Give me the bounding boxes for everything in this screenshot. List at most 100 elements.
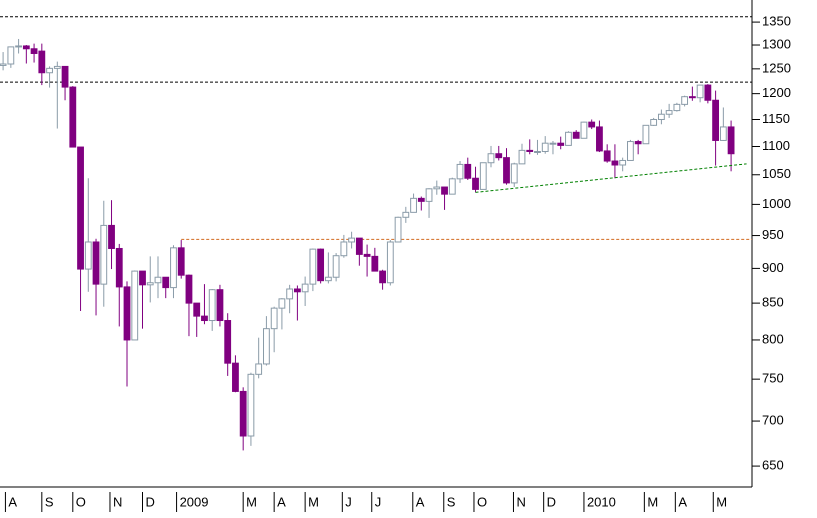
candle-body <box>479 162 487 190</box>
y-tick-label: 1100 <box>762 138 790 153</box>
candle-body <box>642 124 650 145</box>
candle-body <box>30 48 38 54</box>
x-tick-label: O <box>76 494 86 509</box>
x-tick-label: S <box>45 494 54 509</box>
candle-body <box>386 241 394 284</box>
candle-body <box>526 149 534 152</box>
candle-body <box>201 315 208 322</box>
x-tick-label: S <box>447 494 456 509</box>
candle-body <box>673 103 681 112</box>
candle-body <box>688 96 696 99</box>
x-tick-label: M <box>308 494 319 509</box>
candle-body <box>487 153 495 164</box>
candle-body <box>309 248 317 285</box>
candle-body <box>22 45 30 50</box>
candle-body <box>263 328 270 365</box>
candle-body <box>84 241 92 270</box>
x-tick-label: M <box>246 494 257 509</box>
x-tick-label: O <box>477 494 487 509</box>
candle-body <box>348 237 356 243</box>
candle-body <box>472 177 479 190</box>
y-tick-label: 1250 <box>762 60 791 75</box>
candle-body <box>565 131 572 146</box>
candle-body <box>417 197 425 202</box>
x-tick-label: D <box>547 494 556 509</box>
x-tick-label: D <box>146 494 155 509</box>
candle-body <box>216 289 224 322</box>
candle-body <box>355 237 363 255</box>
candle-body <box>324 276 332 282</box>
candle-body <box>69 86 77 148</box>
candle-body <box>704 84 712 101</box>
candle-body <box>534 150 541 153</box>
candle-body <box>247 373 255 437</box>
y-tick-label: 1000 <box>762 196 791 211</box>
x-tick-label: A <box>678 494 687 509</box>
candle-body <box>712 99 720 141</box>
candle-body <box>7 46 15 65</box>
y-tick-label: 700 <box>762 413 784 428</box>
candle-body <box>193 302 201 317</box>
candle-body <box>332 255 340 278</box>
candle-body <box>293 288 301 293</box>
y-tick-label: 1200 <box>762 85 791 100</box>
candle-body <box>115 247 123 288</box>
candle-body <box>131 270 139 341</box>
x-tick-label: N <box>516 494 525 509</box>
candle-body <box>177 247 185 276</box>
candle-body <box>255 363 263 375</box>
candle-body <box>363 253 371 257</box>
candle-body <box>588 121 596 128</box>
candle-body <box>123 286 131 341</box>
candle-body <box>456 163 464 180</box>
candle-body <box>503 157 510 184</box>
y-tick-label: 750 <box>762 371 784 386</box>
candle-body <box>286 288 294 300</box>
candle-body <box>224 320 232 364</box>
candle-body <box>627 141 634 161</box>
candle-body <box>53 65 61 69</box>
candle-body <box>394 216 402 243</box>
x-tick-label: M <box>716 494 727 509</box>
candle-body <box>46 67 53 74</box>
candle-body <box>232 362 239 392</box>
candle-body <box>38 50 46 74</box>
candle-body <box>77 146 84 270</box>
candle-body <box>170 247 177 289</box>
candle-body <box>495 153 503 159</box>
candle-body <box>448 178 456 195</box>
candle-body <box>619 159 627 166</box>
x-tick-label: 2009 <box>180 494 209 509</box>
candle-body <box>596 126 603 152</box>
x-tick-label: J <box>375 494 382 509</box>
candle-body <box>0 63 7 66</box>
candle-body <box>402 211 410 218</box>
y-tick-label: 1300 <box>762 36 791 51</box>
candle-body <box>379 270 386 284</box>
y-tick-label: 950 <box>762 227 784 242</box>
candle-body <box>681 96 689 105</box>
candle-body <box>580 121 588 139</box>
candle-body <box>301 283 309 293</box>
candle-body <box>139 270 146 286</box>
candle-body <box>603 150 611 162</box>
x-tick-label: N <box>113 494 122 509</box>
candle-body <box>719 126 727 141</box>
candle-body <box>162 276 170 289</box>
x-tick-label: M <box>647 494 658 509</box>
x-tick-label: A <box>8 494 17 509</box>
candle-body <box>557 142 565 146</box>
x-tick-label: J <box>345 494 352 509</box>
candle-body <box>425 188 433 202</box>
y-tick-label: 1350 <box>762 14 791 29</box>
candle-body <box>441 186 448 195</box>
y-tick-label: 800 <box>762 331 784 346</box>
candle-body <box>371 255 379 272</box>
y-tick-label: 1050 <box>762 166 791 181</box>
candle-body <box>208 289 216 322</box>
candle-body <box>146 282 154 286</box>
candle-body <box>464 163 472 179</box>
x-tick-label: A <box>416 494 425 509</box>
